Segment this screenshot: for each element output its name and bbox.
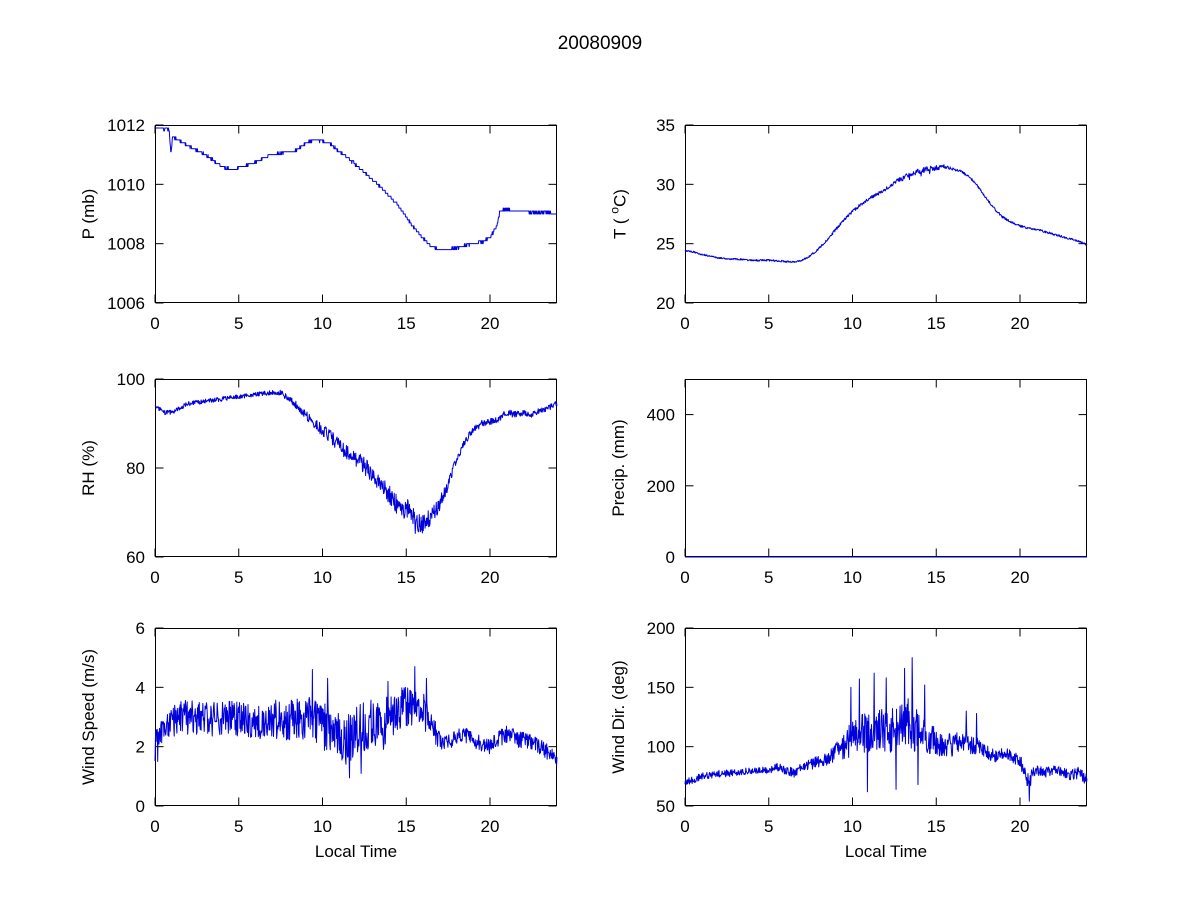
x-tick-label: 20 — [1011, 314, 1030, 333]
axes-box — [685, 379, 1087, 557]
x-axis-label-wind-direction: Local Time — [844, 842, 928, 861]
x-tick-label: 20 — [481, 817, 500, 836]
data-line-relative_humidity — [154, 389, 558, 534]
y-tick-label: 200 — [647, 619, 675, 638]
wind-speed-plot: 0 5 10 15 20 0 2 4 6 — [136, 619, 558, 836]
x-tick-label: 10 — [843, 314, 862, 333]
y-axis-label-wind-speed: Wind Speed (m/s) — [79, 648, 98, 786]
y-tick-label: 2 — [136, 738, 145, 757]
x-tick-label: 0 — [680, 314, 689, 333]
x-tick-label: 15 — [927, 817, 946, 836]
y-tick-label: 400 — [647, 406, 675, 425]
data-line-temperature — [684, 164, 1088, 264]
y-tick-label: 1006 — [107, 294, 145, 313]
subplot-temperature: T ( oC) 0 5 10 15 20 20 25 30 35 — [608, 116, 1088, 333]
y-axis-label-wind-direction: Wind Dir. (deg) — [609, 660, 628, 774]
subplot-humidity: RH (%) 0 5 10 15 20 60 80 100 — [79, 370, 558, 587]
subplot-wind-direction: Wind Dir. (deg) 0 5 10 15 20 50 100 150 200 Loca… — [609, 619, 1088, 861]
y-tick-label: 200 — [647, 477, 675, 496]
x-tick-label: 0 — [150, 817, 159, 836]
y-tick-label: 100 — [117, 370, 145, 389]
temperature-plot: 0 5 10 15 20 20 25 30 35 — [656, 116, 1088, 333]
x-tick-label: 5 — [764, 568, 773, 587]
x-tick-label: 5 — [234, 314, 243, 333]
y-tick-label: 4 — [136, 678, 145, 697]
wind-direction-plot: 0 5 10 15 20 50 100 150 200 — [647, 619, 1088, 836]
x-tick-label: 5 — [234, 817, 243, 836]
x-tick-label: 15 — [397, 817, 416, 836]
y-tick-label: 1012 — [107, 116, 145, 135]
x-tick-label: 0 — [150, 314, 159, 333]
x-tick-label: 10 — [313, 314, 332, 333]
y-tick-label: 30 — [656, 175, 675, 194]
y-axis-label-pressure: P (mb) — [79, 188, 98, 240]
y-axis-label-precipitation: Precip. (mm) — [609, 419, 628, 517]
y-axis-label-humidity: RH (%) — [79, 440, 98, 496]
y-axis-label-temperature: T ( oC) — [607, 189, 630, 239]
x-tick-label: 10 — [843, 817, 862, 836]
x-tick-label: 15 — [927, 314, 946, 333]
x-tick-label: 20 — [1011, 817, 1030, 836]
y-tick-label: 25 — [656, 235, 675, 254]
y-tick-label: 0 — [136, 797, 145, 816]
y-tick-label: 100 — [647, 738, 675, 757]
x-tick-label: 20 — [481, 568, 500, 587]
x-tick-label: 20 — [481, 314, 500, 333]
x-tick-label: 10 — [313, 817, 332, 836]
subplot-wind-speed: Wind Speed (m/s) 0 5 10 15 20 0 2 4 6 Local Time — [79, 619, 558, 861]
subplot-precipitation: Precip. (mm) 0 5 10 15 20 0 200 400 — [609, 379, 1087, 587]
axes-box — [155, 379, 557, 557]
x-tick-label: 10 — [843, 568, 862, 587]
x-axis-label-wind-speed: Local Time — [314, 842, 398, 861]
x-tick-label: 5 — [234, 568, 243, 587]
data-line-pressure — [154, 127, 558, 251]
x-tick-label: 15 — [397, 568, 416, 587]
y-tick-label: 60 — [126, 548, 145, 567]
x-tick-label: 0 — [150, 568, 159, 587]
y-tick-label: 20 — [656, 294, 675, 313]
data-line-wind_speed — [154, 666, 558, 779]
x-tick-label: 5 — [764, 314, 773, 333]
x-tick-label: 10 — [313, 568, 332, 587]
y-tick-label: 35 — [656, 116, 675, 135]
y-tick-label: 0 — [666, 548, 675, 567]
y-tick-label: 150 — [647, 678, 675, 697]
x-tick-label: 0 — [680, 568, 689, 587]
axes-box — [685, 125, 1087, 303]
pressure-plot: 0 5 10 15 20 1006 1008 1010 1012 — [107, 116, 558, 333]
x-tick-label: 20 — [1011, 568, 1030, 587]
data-line-wind_direction — [684, 657, 1088, 802]
x-tick-label: 15 — [397, 314, 416, 333]
y-tick-label: 1010 — [107, 175, 145, 194]
y-tick-label: 50 — [656, 797, 675, 816]
y-tick-label: 1008 — [107, 235, 145, 254]
y-tick-label: 6 — [136, 619, 145, 638]
humidity-plot: 0 5 10 15 20 60 80 100 — [117, 370, 558, 587]
x-tick-label: 15 — [927, 568, 946, 587]
x-tick-label: 5 — [764, 817, 773, 836]
subplot-pressure: P (mb) 0 5 10 15 20 1006 1008 1010 1012 — [79, 116, 558, 333]
y-tick-label: 80 — [126, 459, 145, 478]
figure-title: 20080909 — [557, 33, 643, 54]
axes-box — [155, 125, 557, 303]
x-tick-label: 0 — [680, 817, 689, 836]
